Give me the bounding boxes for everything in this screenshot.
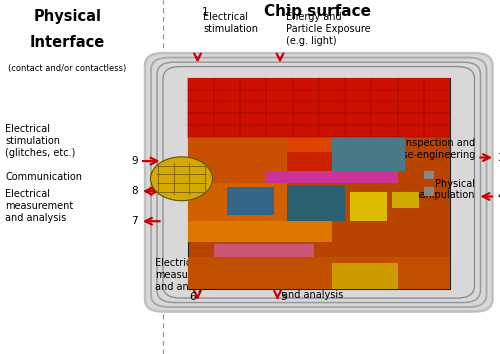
Bar	[188, 78, 450, 137]
Bar	[424, 187, 434, 196]
Text: 4: 4	[498, 192, 500, 201]
Text: Electrical
measurement
and analysis: Electrical measurement and analysis	[155, 258, 223, 292]
Text: Energy and
Particle Exposure
(e.g. light): Energy and Particle Exposure (e.g. light…	[286, 12, 370, 46]
Text: 6: 6	[189, 292, 196, 302]
Text: 8: 8	[131, 186, 138, 196]
Text: Electrical
stimulation
(glitches, etc.): Electrical stimulation (glitches, etc.)	[5, 124, 76, 158]
Bar	[214, 244, 314, 257]
Text: Electro-magnetic
interaction/radiation
and analysis: Electro-magnetic interaction/radiation a…	[282, 267, 382, 301]
Text: Electrical
measurement
and analysis: Electrical measurement and analysis	[5, 189, 73, 223]
Text: 3: 3	[498, 153, 500, 162]
Bar	[392, 192, 418, 209]
Text: Communication: Communication	[5, 172, 82, 182]
Text: 2: 2	[284, 7, 290, 17]
Bar	[227, 187, 274, 215]
Bar	[188, 137, 287, 183]
Text: 7: 7	[131, 216, 138, 226]
Circle shape	[150, 157, 212, 201]
Text: (contact and/or contactless): (contact and/or contactless)	[8, 64, 126, 73]
Bar	[188, 221, 332, 242]
Text: Physical: Physical	[34, 9, 102, 24]
Text: 1: 1	[202, 7, 208, 17]
Bar	[287, 185, 345, 221]
Bar	[332, 263, 398, 289]
FancyBboxPatch shape	[145, 53, 493, 312]
Text: 9: 9	[131, 156, 138, 166]
Text: 5: 5	[280, 292, 286, 302]
Bar	[188, 183, 287, 221]
Bar	[424, 171, 434, 179]
Text: Electrical
stimulation: Electrical stimulation	[204, 12, 258, 34]
Bar	[188, 261, 298, 272]
Bar	[287, 152, 332, 171]
Bar	[266, 171, 398, 183]
Bar	[350, 192, 387, 221]
Text: Physical
manipulation: Physical manipulation	[410, 179, 475, 200]
Text: Inspection and
Reverse-engineering: Inspection and Reverse-engineering	[374, 138, 475, 160]
Bar	[287, 137, 379, 152]
Text: Chip surface: Chip surface	[264, 4, 371, 18]
Bar	[188, 257, 450, 289]
Bar	[332, 137, 406, 171]
Text: Interface: Interface	[30, 35, 105, 50]
Bar	[188, 78, 450, 289]
